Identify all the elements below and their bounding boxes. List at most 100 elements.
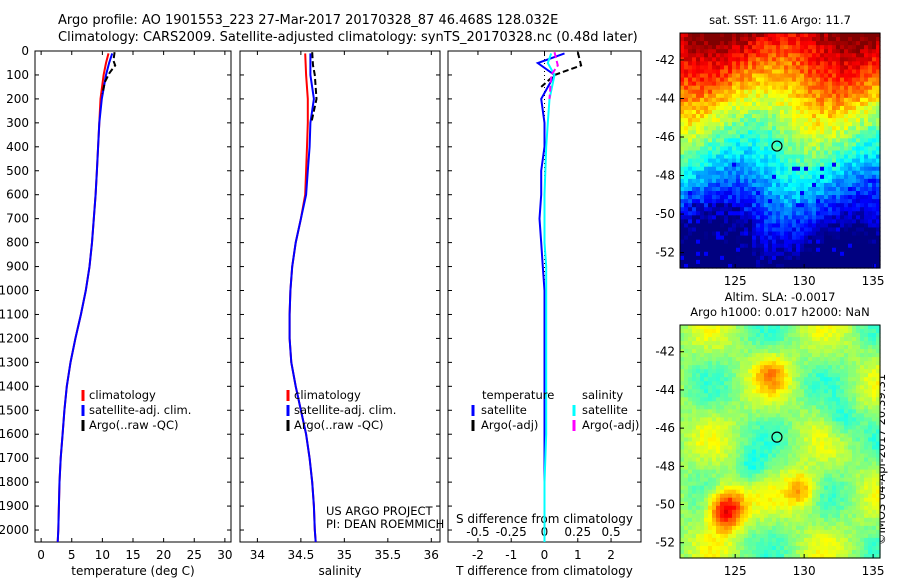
map-cell <box>812 397 817 402</box>
map-cell <box>680 45 685 50</box>
map-cell <box>752 77 757 83</box>
map-cell <box>736 413 741 418</box>
map-cell <box>712 457 717 463</box>
map-cell <box>728 101 733 107</box>
map-cell <box>732 126 737 131</box>
map-cell <box>728 73 733 79</box>
map-cell <box>692 122 697 127</box>
map-cell <box>816 263 821 269</box>
map-cell <box>712 377 717 382</box>
map-cell <box>840 101 845 107</box>
map-cell <box>808 118 813 123</box>
map-cell <box>784 142 789 148</box>
map-cell <box>836 219 841 225</box>
map-cell <box>728 231 733 237</box>
map-cell <box>804 122 809 127</box>
map-cell <box>844 174 849 180</box>
map-cell <box>796 417 801 423</box>
map-cell <box>868 57 873 62</box>
map-cell <box>796 45 801 50</box>
map-cell <box>724 150 729 156</box>
map-cell <box>692 178 697 184</box>
map-cell <box>732 57 737 62</box>
map-cell <box>868 69 873 75</box>
map-cell <box>876 223 881 229</box>
map-cell <box>860 150 865 156</box>
map-cell <box>760 37 765 42</box>
map-cell <box>832 389 837 394</box>
map-cell <box>876 211 881 216</box>
map-cell <box>808 138 813 143</box>
map-cell <box>768 421 773 427</box>
map-cell <box>764 449 769 455</box>
map-cell <box>760 101 765 107</box>
map-cell <box>756 65 761 71</box>
map-cell <box>724 401 729 406</box>
map-cell <box>740 138 745 143</box>
map-cell <box>804 405 809 410</box>
map-cell <box>820 211 825 216</box>
map-cell <box>792 154 797 160</box>
map-cell <box>872 57 877 62</box>
map-cell <box>852 263 857 269</box>
map-cell <box>776 215 781 220</box>
map-cell <box>752 385 757 390</box>
map-cell <box>740 397 745 402</box>
map-cell <box>812 263 817 269</box>
map-cell <box>784 93 789 99</box>
map-cell <box>772 377 777 382</box>
map-cell <box>684 389 689 394</box>
map-cell <box>872 81 877 87</box>
map-cell <box>776 85 781 91</box>
map-cell <box>724 235 729 241</box>
map-cell <box>804 259 809 265</box>
map-cell <box>720 53 725 58</box>
map-cell <box>716 255 721 261</box>
map-cell <box>788 109 793 115</box>
map-cell <box>824 73 829 79</box>
map-cell <box>700 57 705 62</box>
map-cell <box>824 259 829 265</box>
map-cell <box>736 445 741 451</box>
map-cell <box>684 457 689 463</box>
map-cell <box>812 385 817 390</box>
map-cell <box>868 425 873 431</box>
map-cell <box>816 97 821 103</box>
map-cell <box>748 53 753 58</box>
map-cell <box>756 146 761 152</box>
map-cell <box>808 207 813 212</box>
map-cell <box>852 41 857 46</box>
map-cell <box>760 231 765 237</box>
x-tick-label: 5 <box>68 548 76 562</box>
map-cell <box>684 97 689 103</box>
map-cell <box>820 405 825 410</box>
map-cell <box>696 461 701 467</box>
map-cell <box>764 345 769 350</box>
map-cell <box>828 433 833 439</box>
series-line-argo-raw-qc- <box>310 52 318 124</box>
map-cell <box>788 341 793 346</box>
map-cell <box>836 251 841 257</box>
map-cell <box>860 255 865 261</box>
map-cell <box>848 457 853 463</box>
map-cell <box>788 461 793 467</box>
map-cell <box>824 109 829 115</box>
map-cell <box>780 361 785 366</box>
map-cell <box>724 361 729 366</box>
map-cell <box>808 349 813 354</box>
map-cell <box>808 365 813 370</box>
map-cell <box>816 219 821 225</box>
map-cell <box>832 385 837 390</box>
map-cell <box>740 219 745 225</box>
map-cell <box>704 166 709 172</box>
map-cell <box>708 41 713 46</box>
map-cell <box>692 186 697 192</box>
map-cell <box>704 409 709 414</box>
map-cell <box>828 441 833 447</box>
map-cell <box>772 453 777 459</box>
map-cell <box>796 105 801 111</box>
map-cell <box>788 65 793 71</box>
map-cell <box>800 231 805 237</box>
map-cell <box>716 101 721 107</box>
map-cell <box>860 329 865 334</box>
